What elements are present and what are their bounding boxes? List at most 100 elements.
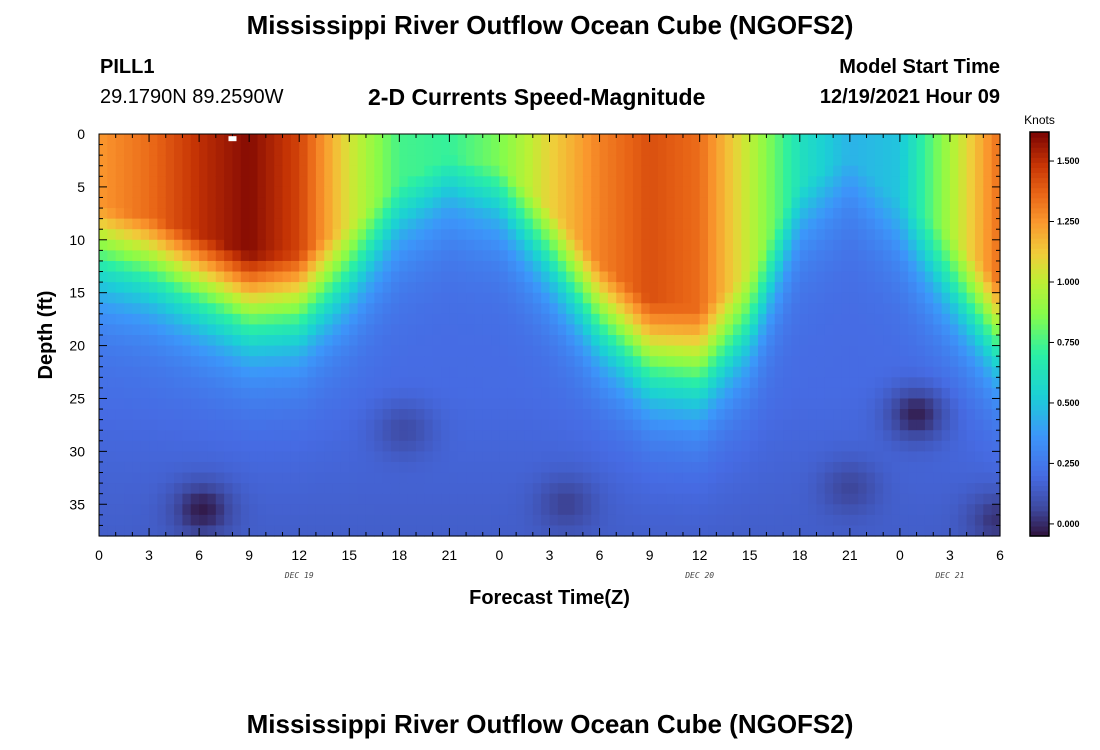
heatmap-cell	[499, 356, 509, 368]
heatmap-cell	[466, 260, 476, 273]
heatmap-cell	[232, 430, 242, 442]
heatmap-cell	[374, 218, 384, 230]
heatmap-cell	[466, 335, 476, 347]
heatmap-cell	[883, 186, 893, 199]
heatmap-cell	[340, 483, 350, 495]
heatmap-cell	[933, 377, 943, 389]
heatmap-cell	[582, 387, 592, 400]
heatmap-cell	[908, 440, 918, 452]
heatmap-cell	[799, 335, 809, 347]
heatmap-cell	[124, 387, 133, 400]
colorbar-segment	[1030, 475, 1049, 482]
heatmap-cell	[724, 335, 734, 347]
heatmap-cell	[966, 356, 976, 368]
heatmap-cell	[666, 387, 676, 400]
heatmap-cell	[224, 155, 234, 167]
heatmap-cell	[933, 461, 943, 474]
heatmap-cell	[299, 324, 309, 336]
heatmap-cell	[482, 440, 492, 452]
heatmap-cell	[157, 250, 167, 262]
heatmap-cell	[282, 313, 292, 326]
heatmap-cell	[799, 218, 809, 230]
heatmap-cell	[924, 356, 934, 368]
heatmap-cell	[407, 483, 417, 495]
heatmap-cell	[390, 208, 400, 220]
heatmap-cell	[966, 440, 976, 452]
heatmap-cell	[149, 282, 158, 294]
heatmap-cell	[966, 345, 976, 357]
heatmap-cell	[424, 493, 434, 505]
heatmap-cell	[199, 461, 209, 474]
heatmap-cell	[858, 398, 868, 410]
colorbar-tick-label: 1.000	[1057, 277, 1080, 287]
repeated-title: Mississippi River Outflow Ocean Cube (NG…	[246, 709, 854, 739]
heatmap-cell	[624, 144, 634, 156]
heatmap-cell	[649, 430, 659, 442]
heatmap-cell	[657, 313, 667, 326]
heatmap-cell	[666, 144, 676, 156]
heatmap-cell	[666, 186, 676, 199]
heatmap-cell	[899, 218, 909, 230]
heatmap-cell	[908, 451, 918, 463]
heatmap-cell	[783, 504, 793, 516]
heatmap-cell	[799, 292, 809, 304]
heatmap-cell	[424, 514, 434, 527]
heatmap-cell	[374, 356, 384, 368]
heatmap-cell	[733, 218, 742, 230]
heatmap-cell	[124, 176, 133, 188]
heatmap-cell	[140, 504, 150, 516]
heatmap-cell	[357, 377, 367, 389]
heatmap-cell	[324, 239, 334, 251]
heatmap-cell	[324, 271, 334, 283]
heatmap-cell	[657, 440, 667, 452]
heatmap-cell	[182, 165, 192, 177]
heatmap-cell	[924, 292, 934, 304]
heatmap-cell	[416, 409, 425, 421]
heatmap-cell	[858, 356, 868, 368]
heatmap-cell	[958, 440, 968, 452]
colorbar-segment	[1030, 243, 1049, 249]
heatmap-cell	[115, 514, 125, 527]
heatmap-cell	[290, 271, 300, 283]
heatmap-cell	[874, 377, 884, 389]
heatmap-cell	[457, 514, 467, 527]
heatmap-cell	[641, 335, 651, 347]
heatmap-cell	[432, 440, 442, 452]
heatmap-cell	[507, 303, 517, 315]
heatmap-cell	[616, 419, 626, 431]
heatmap-cell	[557, 197, 567, 209]
heatmap-cell	[365, 239, 375, 251]
heatmap-cell	[449, 377, 459, 389]
heatmap-cell	[749, 229, 759, 241]
heatmap-cell	[958, 335, 968, 347]
heatmap-cell	[474, 451, 484, 463]
heatmap-cell	[265, 260, 275, 273]
heatmap-cell	[841, 440, 851, 452]
heatmap-cell	[941, 282, 951, 294]
heatmap-cell	[157, 504, 167, 516]
heatmap-cell	[682, 260, 692, 273]
heatmap-cell	[666, 324, 676, 336]
heatmap-cell	[416, 271, 425, 283]
heatmap-cell	[332, 514, 342, 527]
heatmap-cell	[616, 186, 626, 199]
heatmap-cell	[190, 197, 200, 209]
heatmap-cell	[874, 197, 884, 209]
heatmap-cell	[340, 186, 350, 199]
heatmap-cell	[657, 292, 667, 304]
heatmap-cell	[491, 292, 501, 304]
heatmap-cell	[741, 366, 751, 378]
heatmap-cell	[824, 430, 834, 442]
heatmap-cell	[674, 493, 684, 505]
heatmap-cell	[824, 208, 834, 220]
heatmap-cell	[549, 430, 559, 442]
heatmap-cell	[632, 451, 642, 463]
heatmap-cell	[758, 303, 767, 315]
heatmap-cell	[265, 282, 275, 294]
heatmap-cell	[491, 144, 501, 156]
heatmap-cell	[808, 514, 818, 527]
heatmap-cell	[733, 197, 742, 209]
heatmap-cell	[791, 472, 801, 484]
heatmap-cell	[824, 324, 834, 336]
heatmap-cell	[441, 493, 450, 505]
